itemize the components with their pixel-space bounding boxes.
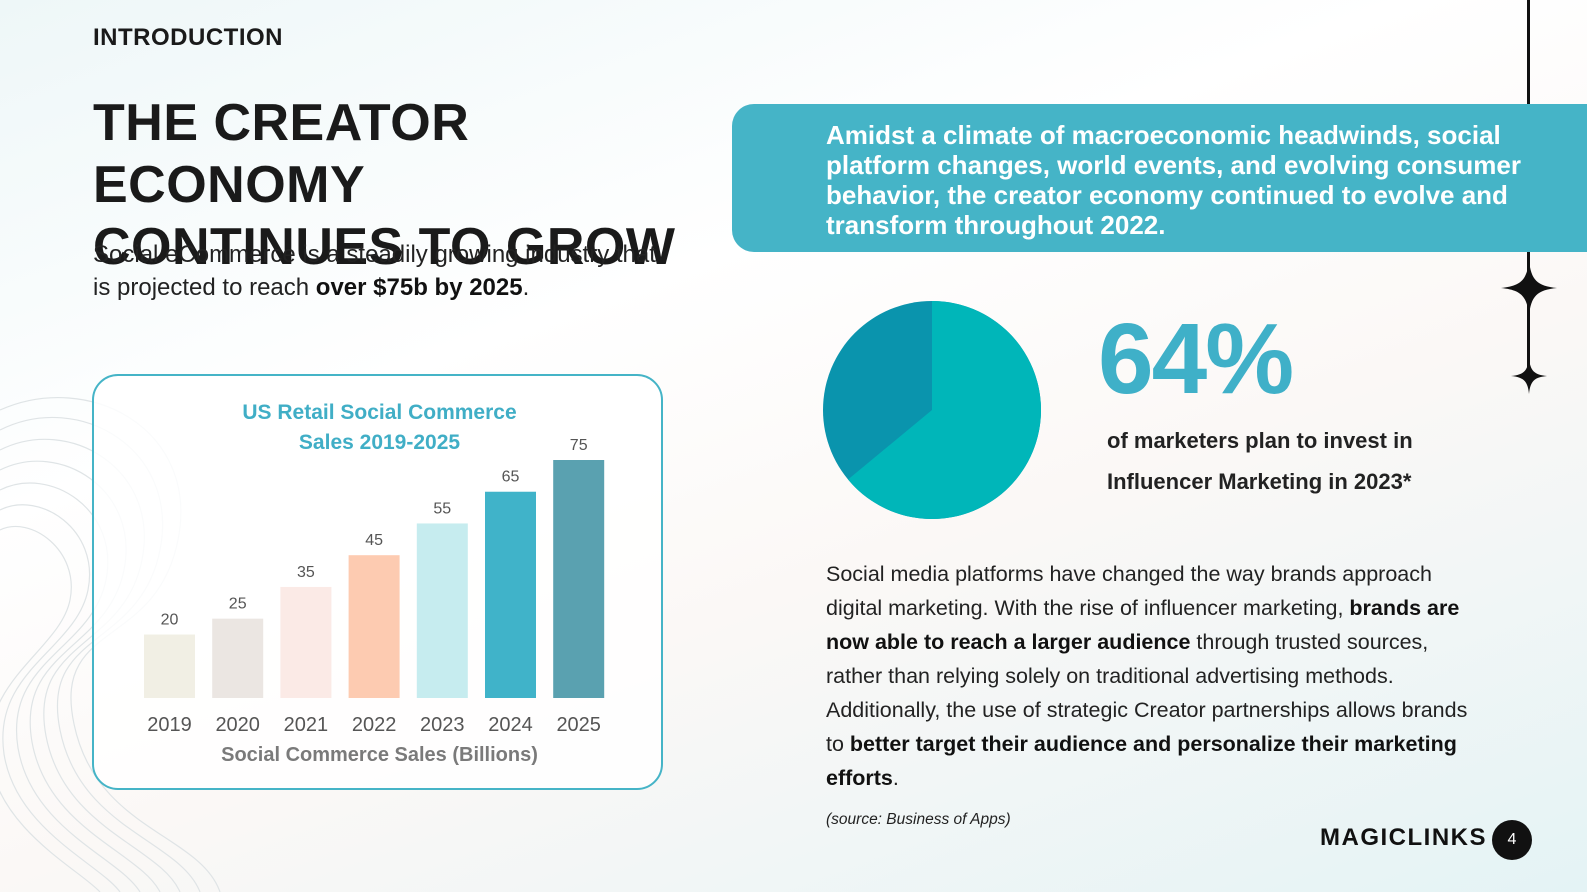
chart-title: US Retail Social Commerce Sales 2019-202… <box>94 398 665 458</box>
x-tick-label-2019: 2019 <box>147 714 192 736</box>
highlight-banner: Amidst a climate of macroeconomic headwi… <box>732 104 1587 252</box>
bar-value-label-2025: 75 <box>570 437 588 454</box>
section-label: INTRODUCTION <box>93 24 283 51</box>
page-title: THE CREATOR ECONOMY CONTINUES TO GROW <box>93 92 733 278</box>
body-text-1: Social media platforms have changed the … <box>826 562 1432 620</box>
intro-highlight: over $75b by 2025 <box>315 274 523 301</box>
x-tick-label-2024: 2024 <box>488 714 533 736</box>
x-tick-label-2020: 2020 <box>215 714 260 736</box>
bar-2024 <box>485 491 536 698</box>
page-number-badge: 4 <box>1492 820 1532 860</box>
chart-x-axis-label: Social Commerce Sales (Billions) <box>221 744 538 766</box>
title-line-1: THE CREATOR ECONOMY <box>93 94 470 214</box>
x-tick-label-2023: 2023 <box>420 714 465 736</box>
pie-filled-slice <box>848 301 1041 519</box>
bar-chart: 20 2019 25 2020 35 2021 45 2022 55 2023 65 2024 75 20… <box>144 437 605 736</box>
x-tick-label-2025: 2025 <box>556 714 601 736</box>
small-sparkle-star-icon <box>1511 358 1547 394</box>
bar-2021 <box>280 586 332 698</box>
chart-title-line-1: US Retail Social Commerce <box>242 401 517 424</box>
bar-value-label-2024: 65 <box>502 469 520 486</box>
bar-2022 <box>348 555 400 698</box>
body-highlight-2: better target their audience and persona… <box>826 732 1457 790</box>
body-highlight-1: brands are now able to reach a larger au… <box>826 596 1460 654</box>
decorative-vertical-line <box>1527 0 1530 104</box>
chart-title-line-2: Sales 2019-2025 <box>298 431 461 454</box>
sparkle-star-icon <box>1501 260 1557 316</box>
intro-end: . <box>522 274 530 301</box>
x-tick-label-2021: 2021 <box>284 714 329 736</box>
title-line-2: CONTINUES TO GROW <box>93 218 676 276</box>
brand-logo: MAGICLINKS <box>1320 824 1487 851</box>
x-tick-label-2022: 2022 <box>352 714 397 736</box>
stat-caption: of marketers plan to invest in Influence… <box>1107 428 1413 494</box>
bar-value-label-2020: 25 <box>229 596 247 613</box>
stat-pie-chart <box>823 301 1041 519</box>
bar-2023 <box>416 523 468 698</box>
bar-value-label-2019: 20 <box>161 612 179 629</box>
intro-paragraph: Social eCommerce is a steadily growing i… <box>93 238 673 304</box>
bar-value-label-2021: 35 <box>297 564 315 581</box>
bar-2019 <box>144 634 195 698</box>
body-text-2: through trusted sources, rather than rel… <box>826 630 1468 756</box>
body-paragraph: Social media platforms have changed the … <box>826 557 1476 795</box>
bar-value-label-2022: 45 <box>365 532 383 549</box>
banner-text: Amidst a climate of macroeconomic headwi… <box>826 120 1521 240</box>
bar-2025 <box>553 460 605 698</box>
intro-text: Social eCommerce is a steadily growing i… <box>93 241 656 301</box>
source-citation: (source: Business of Apps) <box>826 811 1011 828</box>
bar-value-label-2023: 55 <box>433 500 451 517</box>
body-text-3: . <box>892 766 899 790</box>
stat-number: 64% <box>1098 303 1294 415</box>
sales-chart-card: US Retail Social Commerce Sales 2019-202… <box>92 374 663 790</box>
bar-2020 <box>212 618 264 698</box>
